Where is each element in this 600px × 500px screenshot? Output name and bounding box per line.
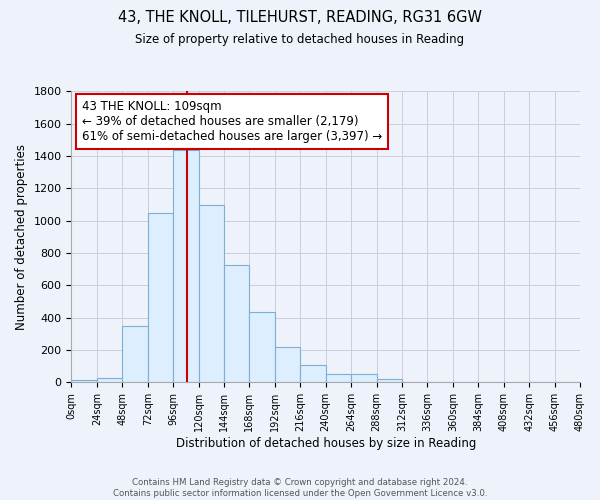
Bar	[122, 326, 148, 382]
Bar	[351, 374, 377, 382]
Text: 43, THE KNOLL, TILEHURST, READING, RG31 6GW: 43, THE KNOLL, TILEHURST, READING, RG31 …	[118, 10, 482, 25]
Y-axis label: Number of detached properties: Number of detached properties	[15, 144, 28, 330]
Bar	[377, 379, 402, 382]
Bar	[300, 366, 326, 382]
X-axis label: Distribution of detached houses by size in Reading: Distribution of detached houses by size …	[176, 437, 476, 450]
Bar	[326, 374, 351, 382]
Text: Contains HM Land Registry data © Crown copyright and database right 2024.
Contai: Contains HM Land Registry data © Crown c…	[113, 478, 487, 498]
Bar	[199, 206, 224, 382]
Text: 43 THE KNOLL: 109sqm
← 39% of detached houses are smaller (2,179)
61% of semi-de: 43 THE KNOLL: 109sqm ← 39% of detached h…	[82, 100, 382, 143]
Text: Size of property relative to detached houses in Reading: Size of property relative to detached ho…	[136, 32, 464, 46]
Bar	[224, 266, 250, 382]
Bar	[71, 380, 97, 382]
Bar	[173, 150, 199, 382]
Bar	[148, 212, 173, 382]
Bar	[97, 378, 122, 382]
Bar	[250, 312, 275, 382]
Bar	[275, 347, 300, 382]
